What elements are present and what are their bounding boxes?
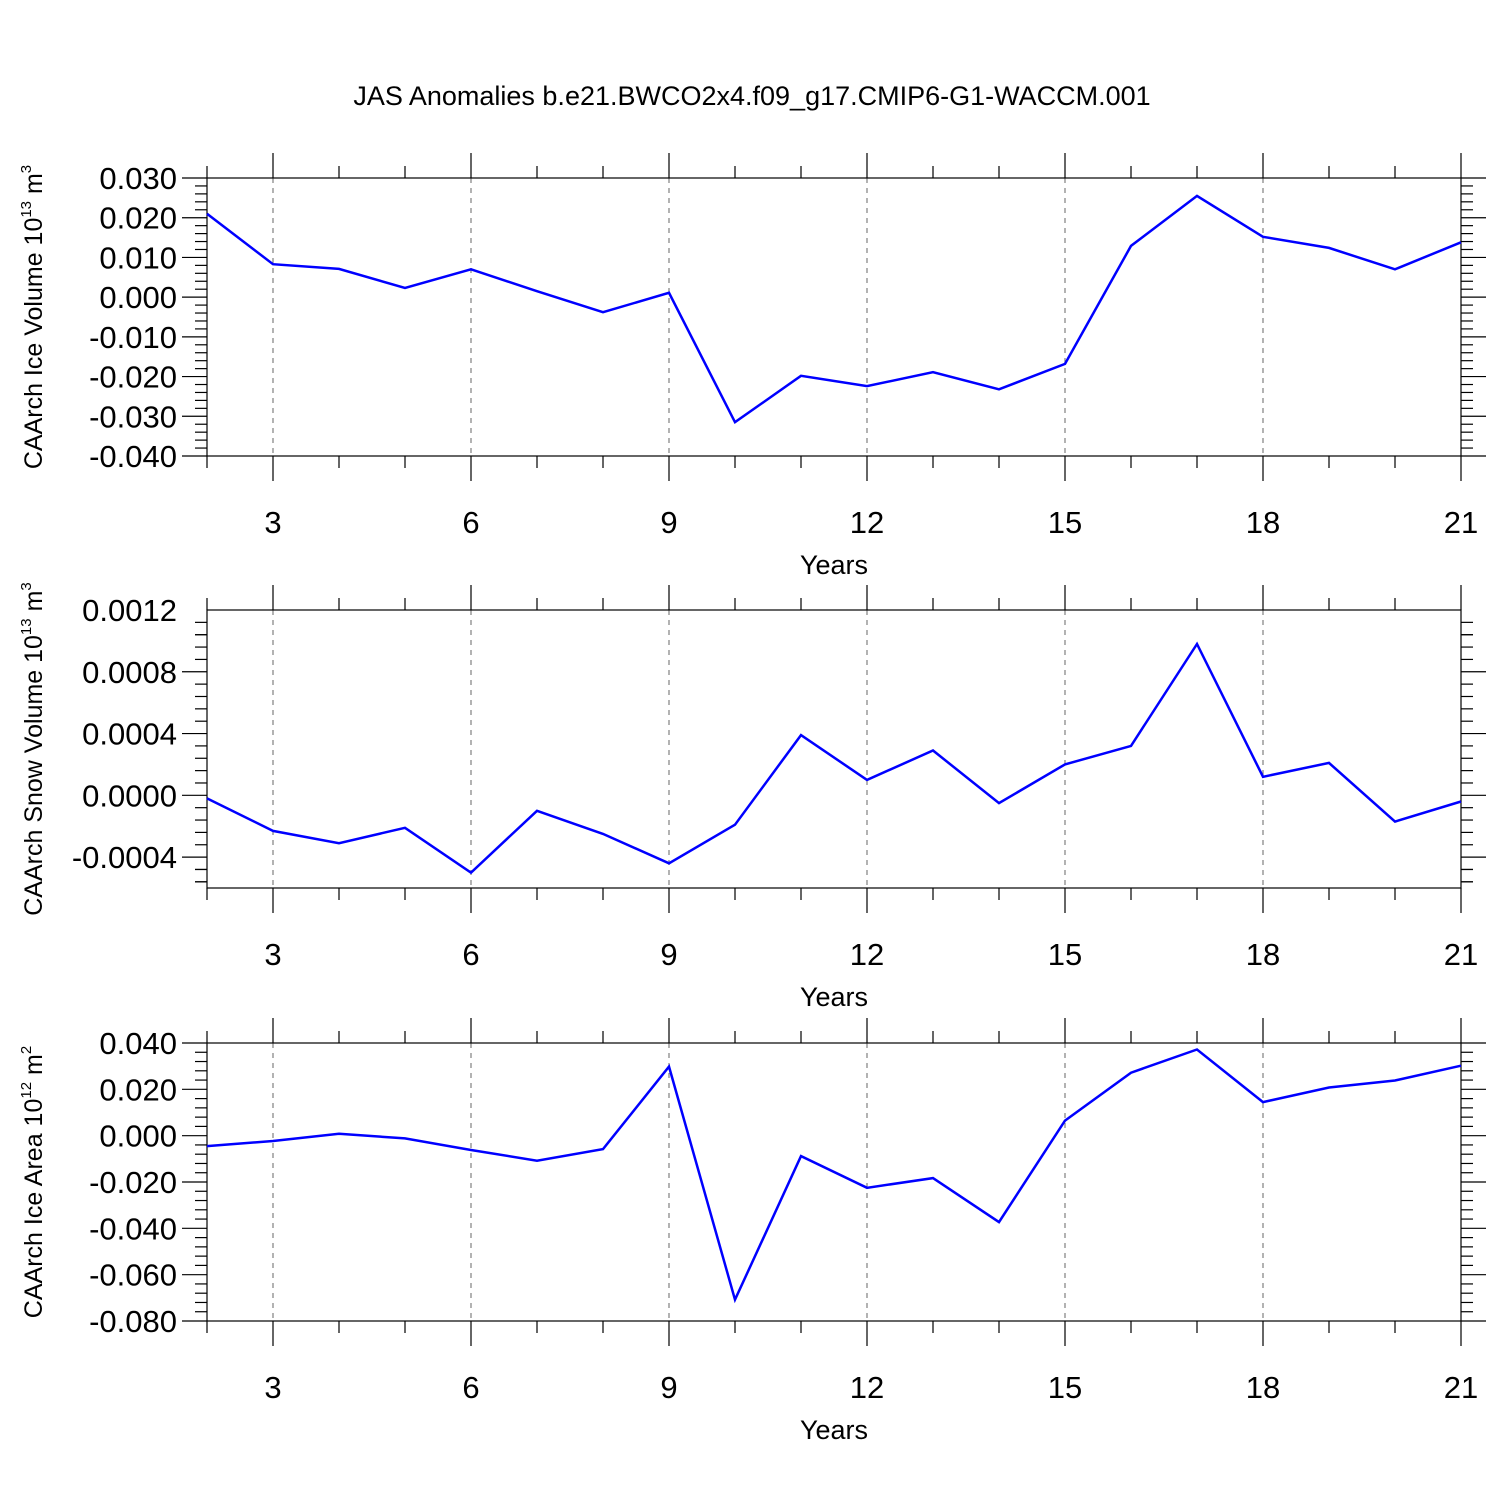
x-tick-label: 21 (1444, 1370, 1478, 1405)
y-tick-label: -0.020 (89, 360, 177, 395)
y-tick-label: -0.010 (89, 320, 177, 355)
x-tick-label: 18 (1246, 937, 1280, 972)
panel-3: 3 6 9 12 15 18 21 Years 0.040 0.020 0.000 -0.020 -0.… (18, 1018, 1486, 1445)
x-tick-label: 12 (850, 1370, 884, 1405)
x-tick-label: 3 (264, 1370, 281, 1405)
series-line (206, 641, 1462, 875)
x-tick-label: 21 (1444, 937, 1478, 972)
series-line (206, 1048, 1462, 1304)
x-tick-label: 9 (660, 505, 677, 540)
y-axis-label: CAArch Ice Volume 1013 m3 (18, 165, 48, 469)
y-tick-label: 0.000 (99, 280, 177, 315)
x-tick-label: 3 (264, 937, 281, 972)
x-tick-label: 15 (1048, 937, 1082, 972)
y-tick-label: 0.020 (99, 201, 177, 236)
plot-frame (206, 177, 1462, 457)
x-tick-label: 9 (660, 1370, 677, 1405)
x-axis-label: Years (800, 1415, 868, 1445)
y-tick-label: -0.0004 (72, 840, 177, 875)
panel-2: 3 6 9 12 15 18 21 Years 0.0012 0.0008 0.0004 0.0000… (18, 582, 1486, 1012)
y-tick-label: -0.080 (89, 1304, 177, 1339)
y-tick-label: -0.020 (89, 1165, 177, 1200)
y-tick-label: 0.030 (99, 161, 177, 196)
panel-1: 3 6 9 12 15 18 21 Years 0.030 0.020 0.010 0.000 -0.0… (18, 153, 1486, 580)
x-axis-label: Years (800, 982, 868, 1012)
x-tick-label: 12 (850, 937, 884, 972)
x-tick-label: 15 (1048, 1370, 1082, 1405)
y-tick-label: 0.0000 (82, 778, 177, 813)
series-line (206, 194, 1462, 425)
y-tick-label: 0.020 (99, 1072, 177, 1107)
x-tick-label: 15 (1048, 505, 1082, 540)
plot-frame (206, 609, 1462, 889)
y-tick-label: 0.000 (99, 1119, 177, 1154)
y-tick-label: -0.030 (89, 399, 177, 434)
x-axis-label: Years (800, 550, 868, 580)
y-tick-label: 0.0012 (82, 593, 177, 628)
chart-title: JAS Anomalies b.e21.BWCO2x4.f09_g17.CMIP… (353, 81, 1150, 111)
y-tick-label: 0.040 (99, 1026, 177, 1061)
y-axis-label: CAArch Snow Volume 1013 m3 (18, 582, 48, 916)
y-axis-label: CAArch Ice Area 1012 m2 (18, 1046, 48, 1318)
x-tick-label: 6 (462, 937, 479, 972)
y-tick-label: -0.060 (89, 1258, 177, 1293)
y-tick-label: 0.010 (99, 240, 177, 275)
x-tick-label: 21 (1444, 505, 1478, 540)
x-tick-label: 12 (850, 505, 884, 540)
x-tick-label: 18 (1246, 1370, 1280, 1405)
x-tick-label: 3 (264, 505, 281, 540)
x-tick-label: 6 (462, 1370, 479, 1405)
y-tick-label: -0.040 (89, 439, 177, 474)
plot-frame (206, 1042, 1462, 1322)
x-tick-label: 9 (660, 937, 677, 972)
x-tick-label: 18 (1246, 505, 1280, 540)
y-tick-label: -0.040 (89, 1211, 177, 1246)
y-tick-label: 0.0008 (82, 655, 177, 690)
x-tick-label: 6 (462, 505, 479, 540)
y-tick-label: 0.0004 (82, 717, 177, 752)
